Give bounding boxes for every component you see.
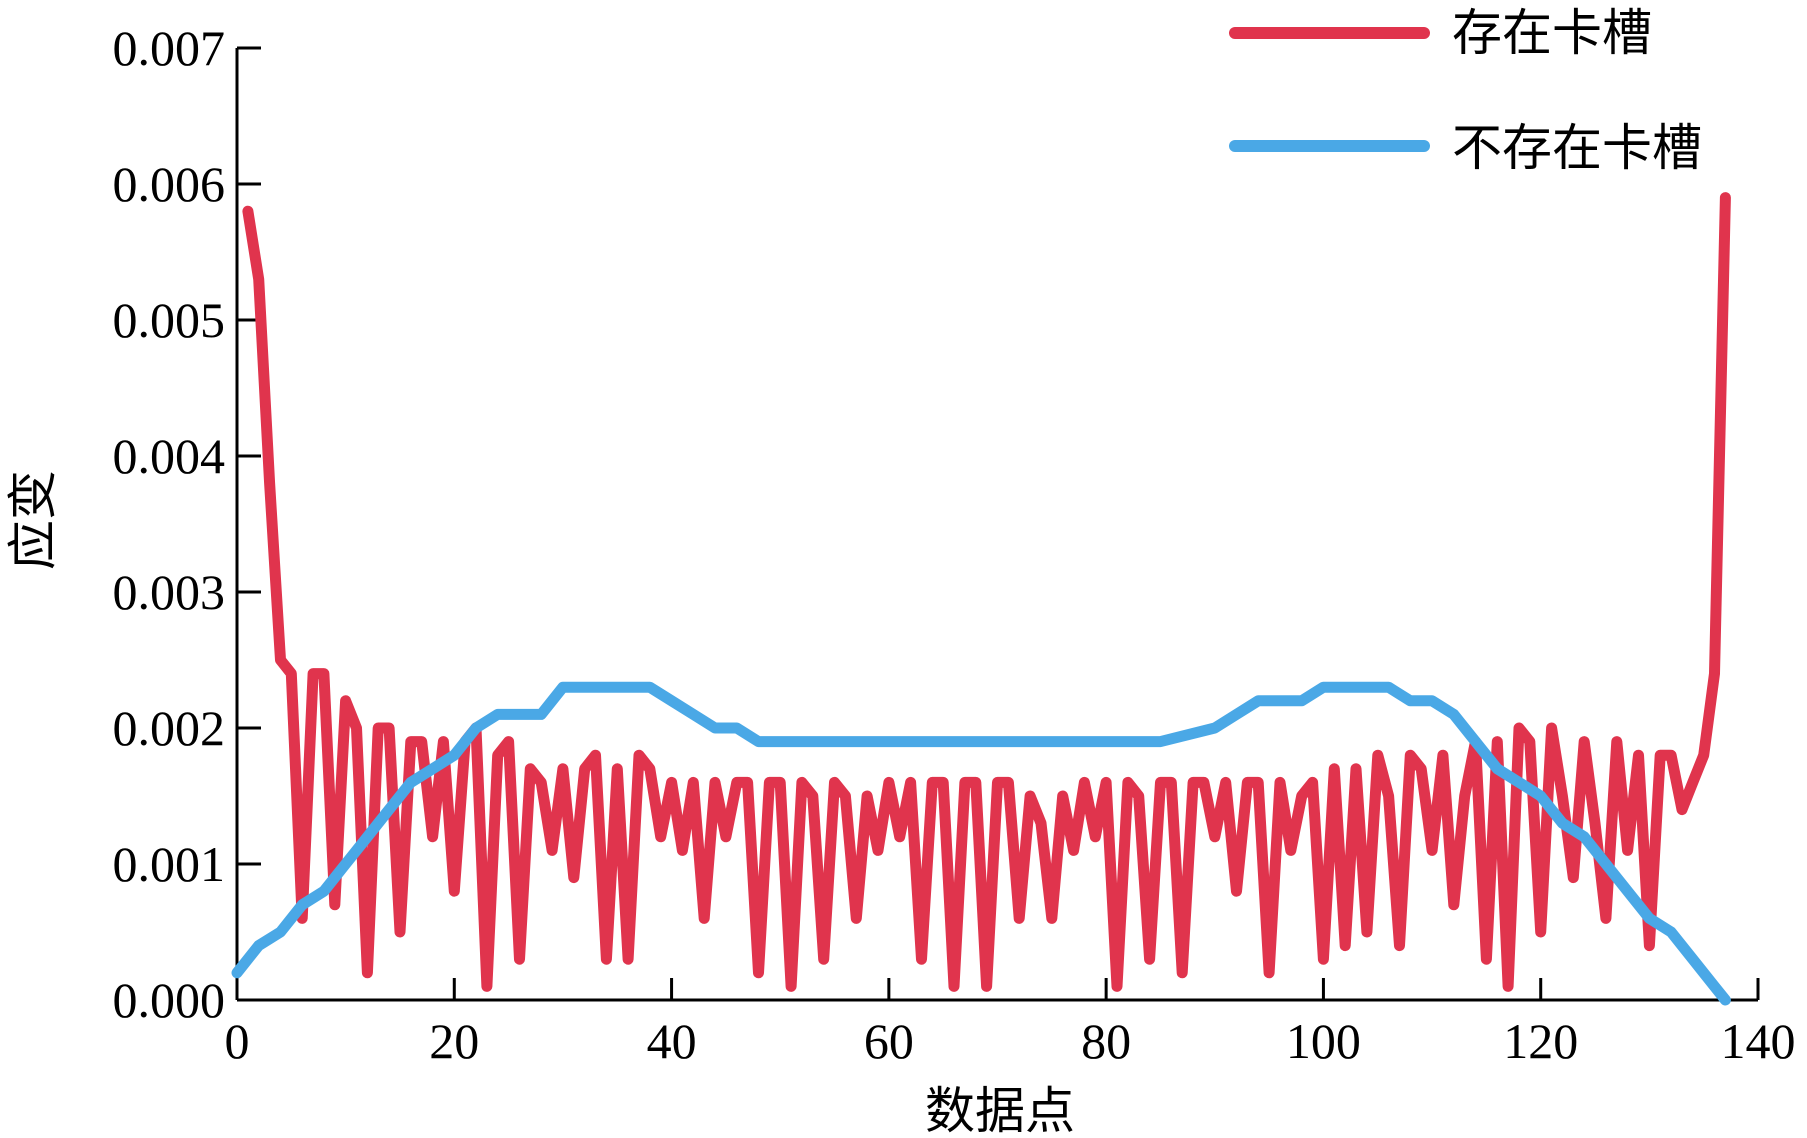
y-axis-title: 应变: [4, 470, 62, 570]
y-tick-label: 0.007: [113, 20, 226, 76]
legend: 存在卡槽 不存在卡槽: [1229, 4, 1702, 177]
y-tick-label: 0.003: [113, 564, 226, 620]
y-tick-label: 0.002: [113, 700, 226, 756]
x-tick-label: 60: [864, 1013, 914, 1069]
y-tick-label: 0.001: [113, 836, 226, 892]
y-tick-label: 0.004: [113, 428, 226, 484]
y-tick-label: 0.000: [113, 972, 226, 1028]
legend-label-series-1: 存在卡槽: [1452, 4, 1652, 62]
x-tick-label: 0: [225, 1013, 250, 1069]
x-axis-ticks: 0 20 40 60 80 100 120 140: [225, 978, 1796, 1069]
legend-label-series-2: 不存在卡槽: [1452, 119, 1702, 177]
y-axis-ticks: 0.000 0.001 0.002 0.003 0.004 0.005 0.006 0.007: [113, 20, 261, 1028]
x-tick-label: 40: [647, 1013, 697, 1069]
x-tick-label: 20: [429, 1013, 479, 1069]
x-tick-label: 80: [1081, 1013, 1131, 1069]
x-tick-label: 100: [1286, 1013, 1361, 1069]
x-tick-label: 140: [1721, 1013, 1796, 1069]
x-tick-label: 120: [1503, 1013, 1578, 1069]
series-line-1: [242, 192, 1731, 992]
series-group: [231, 192, 1731, 1006]
x-axis-title: 数据点: [925, 1082, 1075, 1138]
y-tick-label: 0.006: [113, 156, 226, 212]
series-line-2: [231, 681, 1731, 1006]
y-tick-label: 0.005: [113, 292, 226, 348]
